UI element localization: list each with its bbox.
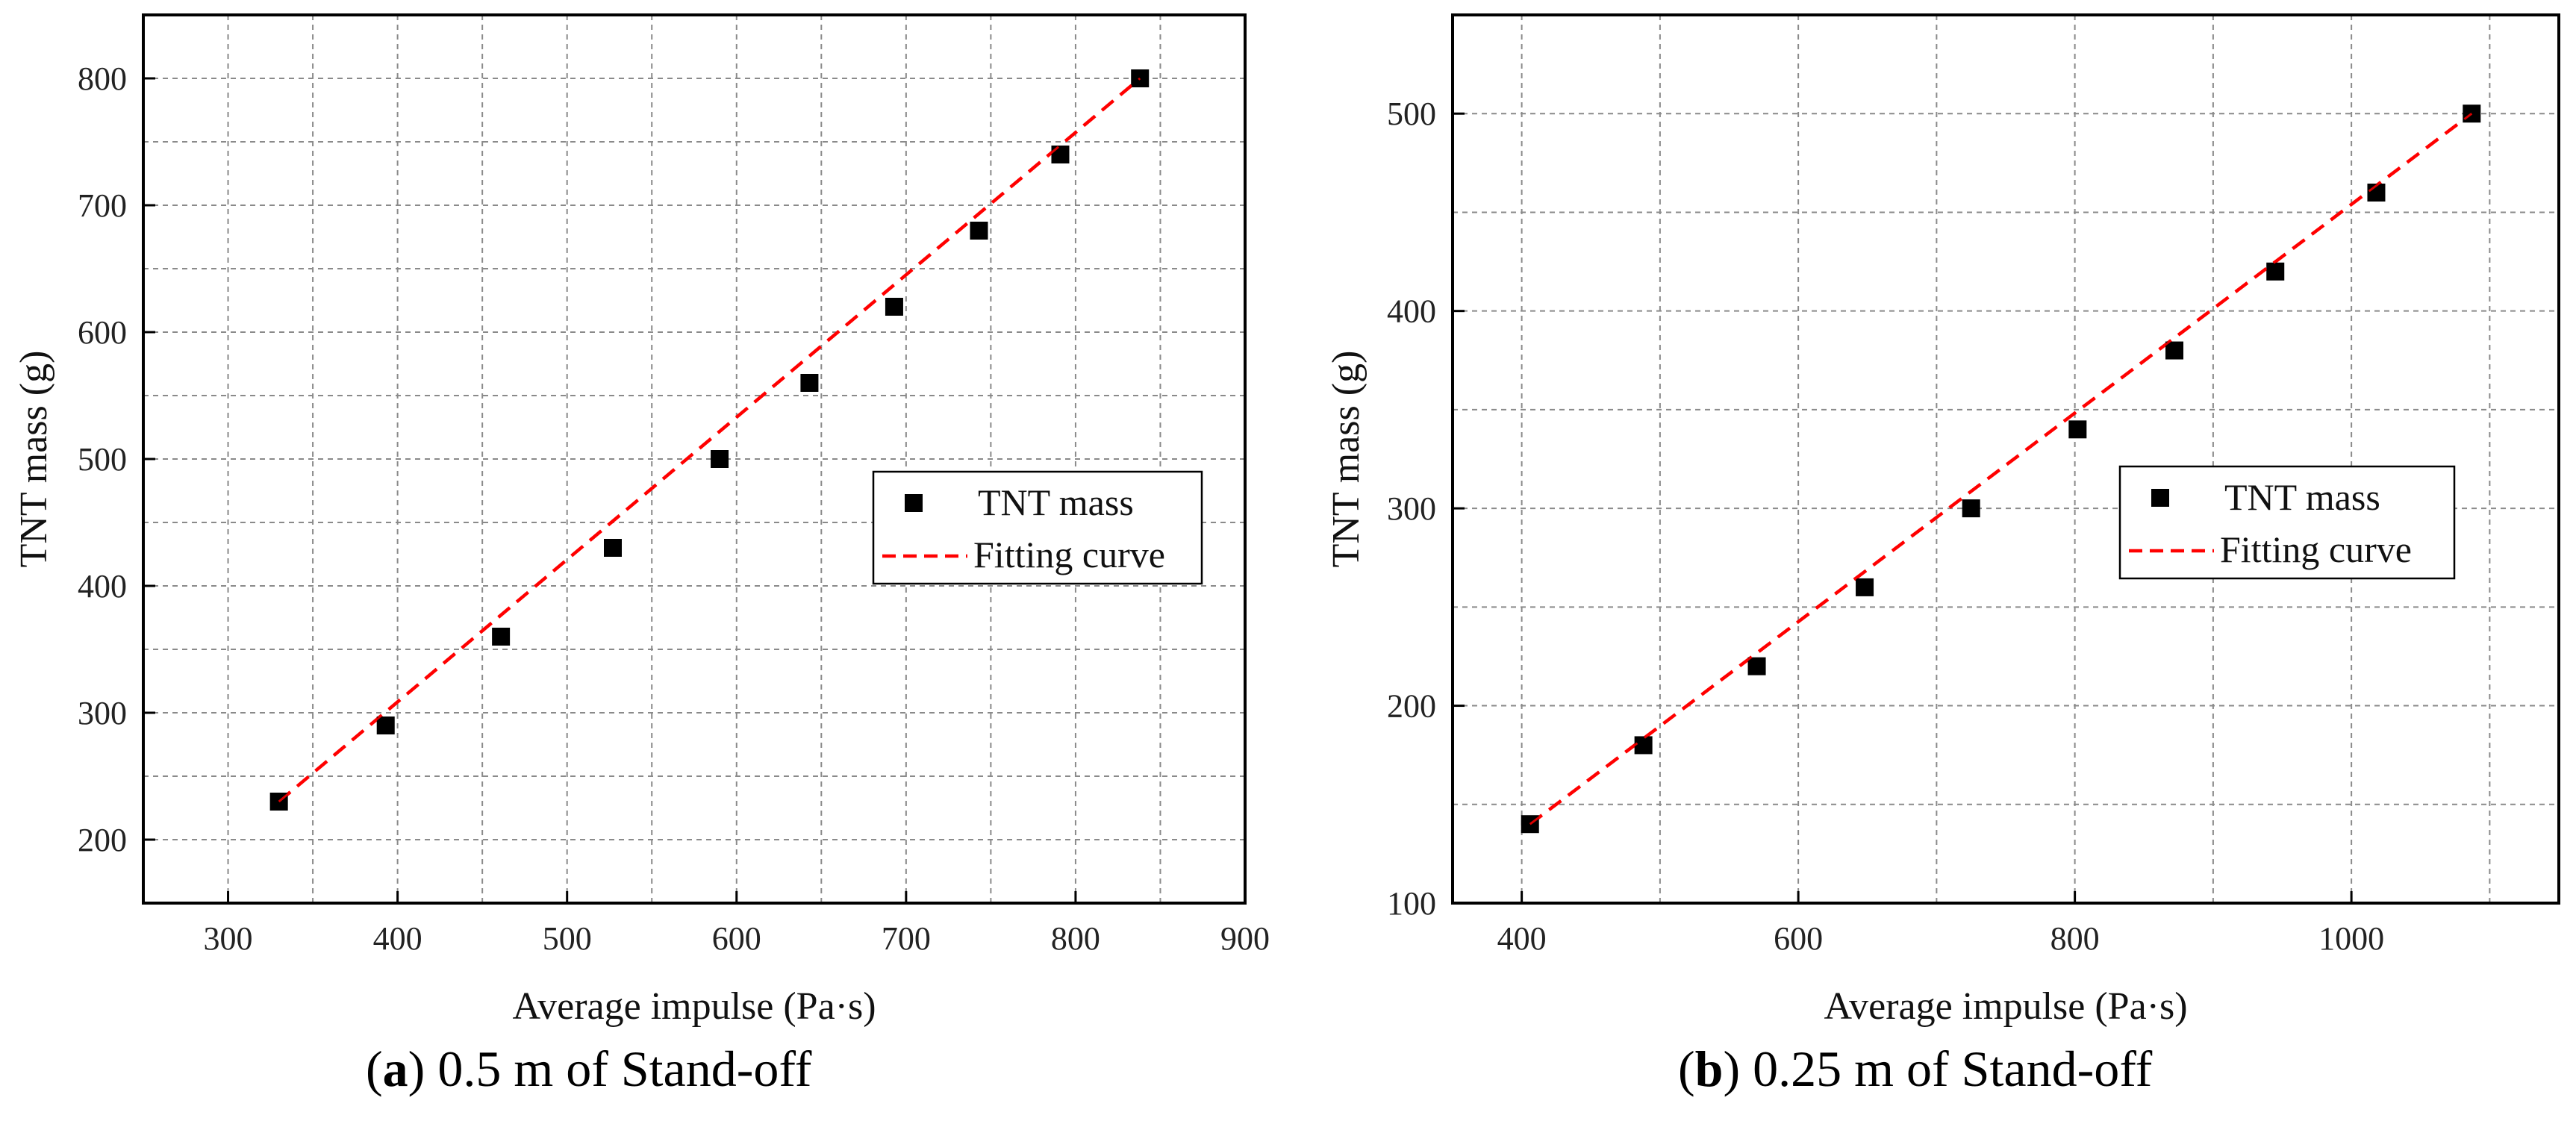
legend-label-points: TNT mass: [2224, 476, 2380, 518]
data-point: [2165, 341, 2184, 360]
data-point: [2068, 420, 2087, 439]
y-tick-label: 100: [1387, 885, 1436, 922]
y-tick-label: 800: [78, 60, 127, 97]
data-point: [604, 539, 623, 557]
y-tick-label: 400: [1387, 293, 1436, 330]
y-axis-title: TNT mass (g): [1325, 351, 1367, 568]
y-tick-label: 300: [1387, 490, 1436, 527]
y-tick-label: 400: [78, 568, 127, 605]
y-tick-label: 300: [78, 695, 127, 731]
x-axis-title: Average impulse (Pa·s): [512, 985, 876, 1028]
chart-b: 400 600 800 1000 100 200 300 400 500 Average impu…: [1325, 13, 2560, 1028]
legend-marker-points: [905, 494, 923, 512]
fitting-curve-overlay: [1529, 113, 2473, 825]
x-tick-label: 300: [204, 920, 253, 957]
x-tick-label: 600: [712, 920, 761, 957]
y-tick-label: 200: [1387, 688, 1436, 725]
data-point: [885, 298, 903, 316]
data-point: [800, 374, 819, 392]
legend-label-fit: Fitting curve: [2220, 528, 2412, 570]
x-tick-label: 900: [1220, 920, 1270, 957]
x-tick-label: 400: [373, 920, 422, 957]
y-tick-label: 500: [1387, 96, 1436, 132]
x-tick-label: 400: [1497, 920, 1547, 957]
x-tick-label: 500: [543, 920, 592, 957]
caption-a: (a) 0.5 m of Stand-off: [366, 1040, 812, 1097]
x-tick-label: 800: [1051, 920, 1100, 957]
y-tick-label: 700: [78, 187, 127, 224]
data-point: [1962, 499, 1980, 518]
legend-label-points: TNT mass: [978, 481, 1134, 523]
x-tick-label: 1000: [2318, 920, 2384, 957]
chart-a: 300 400 500 600 700 800 900 200 300 400 500 600 700 8…: [13, 13, 1270, 1028]
data-point: [711, 450, 729, 468]
data-point: [1051, 146, 1070, 163]
legend: TNT mass Fitting curve: [872, 470, 1203, 585]
data-point: [492, 628, 511, 646]
y-tick-label: 200: [78, 822, 127, 858]
data-point: [2266, 262, 2285, 281]
x-axis-title: Average impulse (Pa·s): [1824, 985, 2187, 1028]
legend-label-fit: Fitting curve: [973, 534, 1165, 575]
data-point: [970, 222, 988, 240]
data-point: [1747, 657, 1766, 675]
x-tick-label: 600: [1774, 920, 1823, 957]
caption-b: (b) 0.25 m of Stand-off: [1678, 1040, 2153, 1097]
legend-box: [2118, 465, 2456, 580]
legend-marker-points: [2151, 489, 2169, 507]
legend-box: [872, 470, 1203, 585]
x-tick-label: 800: [2050, 920, 2100, 957]
y-tick-label: 500: [78, 441, 127, 478]
data-point: [1856, 578, 1874, 596]
data-point: [1634, 736, 1653, 755]
legend: TNT mass Fitting curve: [2118, 465, 2456, 580]
x-tick-label: 700: [882, 920, 931, 957]
y-tick-label: 600: [78, 314, 127, 351]
fitting-curve-overlay: [278, 77, 1141, 803]
plot-frame: [1451, 13, 2560, 905]
y-axis-title: TNT mass (g): [13, 351, 55, 568]
data-point: [376, 717, 395, 734]
